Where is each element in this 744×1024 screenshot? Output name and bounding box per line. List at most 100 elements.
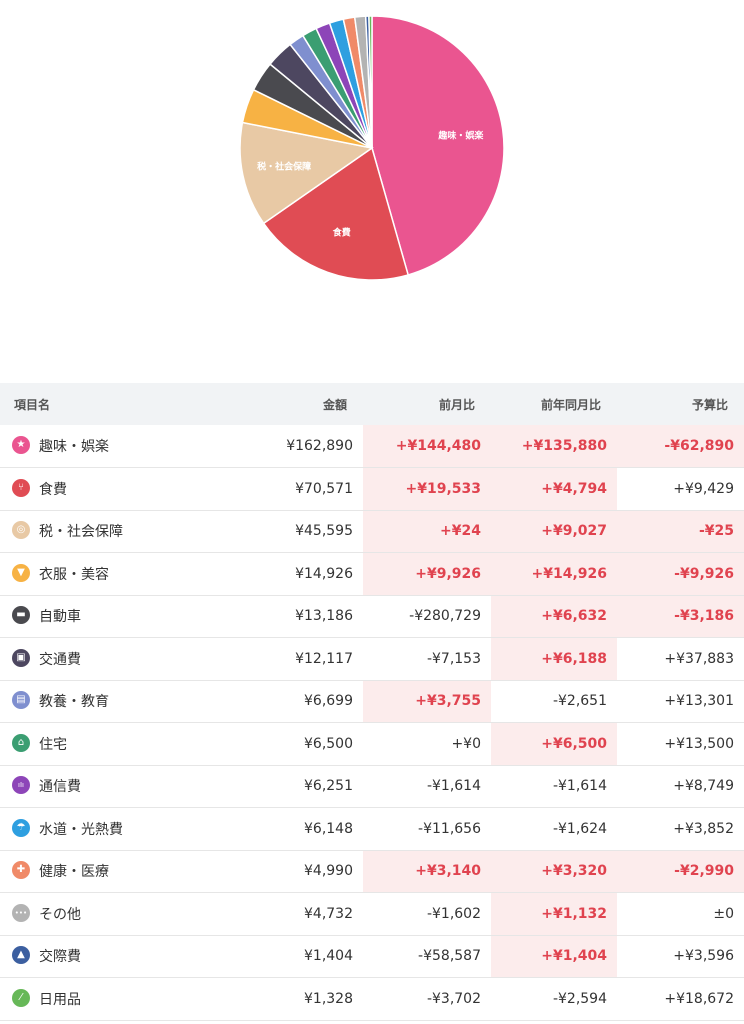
category-cell[interactable]: ★ 趣味・娯楽: [0, 425, 242, 468]
table-row[interactable]: ▬ 自動車 ¥13,186 -¥280,729 +¥6,632 -¥3,186: [0, 595, 744, 638]
budget-cell: +¥18,672: [617, 977, 744, 1021]
coins-icon: ◎: [12, 521, 30, 540]
category-cell[interactable]: ••• その他: [0, 892, 242, 936]
budget-cell: +¥13,301: [617, 680, 744, 723]
category-name: 健康・医療: [39, 864, 109, 881]
prev-year-cell: -¥2,651: [491, 680, 617, 723]
header-prev-month[interactable]: 前月比: [363, 383, 491, 425]
header-budget[interactable]: 予算比: [617, 383, 744, 425]
category-cell[interactable]: ▬ 自動車: [0, 595, 242, 638]
category-name: 交際費: [39, 949, 81, 966]
fork-knife-icon: ⑂: [12, 478, 30, 497]
pie-slice[interactable]: [239, 121, 374, 225]
amount-cell: ¥13,186: [242, 595, 363, 638]
table-header: 項目名 金額 前月比 前年同月比 予算比: [0, 383, 744, 425]
prev-year-cell: +¥1,132: [491, 892, 617, 936]
category-cell[interactable]: ▼ 衣服・美容: [0, 552, 242, 596]
pie-slice[interactable]: [371, 15, 505, 276]
category-cell[interactable]: ⁄ 日用品: [0, 977, 242, 1021]
amount-cell: ¥162,890: [242, 425, 363, 468]
budget-cell: +¥8,749: [617, 765, 744, 808]
prev-month-cell: +¥144,480: [363, 425, 491, 468]
prev-year-cell: +¥6,188: [491, 637, 617, 681]
category-cell[interactable]: ◎ 税・社会保障: [0, 510, 242, 553]
table-row[interactable]: ▼ 衣服・美容 ¥14,926 +¥9,926 +¥14,926 -¥9,926: [0, 552, 744, 596]
table-row[interactable]: ⌂ 住宅 ¥6,500 +¥0 +¥6,500 +¥13,500: [0, 722, 744, 766]
header-amount[interactable]: 金額: [242, 383, 363, 425]
prev-year-cell: +¥3,320: [491, 850, 617, 893]
category-cell[interactable]: ☂ 水道・光熱費: [0, 807, 242, 851]
header-name[interactable]: 項目名: [0, 383, 242, 425]
budget-cell: +¥37,883: [617, 637, 744, 681]
cake-icon: ▲: [12, 946, 30, 965]
category-cell[interactable]: ▲ 交際費: [0, 935, 242, 978]
plus-icon: ✚: [12, 861, 30, 880]
amount-cell: ¥1,328: [242, 977, 363, 1021]
table-row[interactable]: ✚ 健康・医療 ¥4,990 +¥3,140 +¥3,320 -¥2,990: [0, 850, 744, 893]
table-row[interactable]: ⁄ 日用品 ¥1,328 -¥3,702 -¥2,594 +¥18,672: [0, 977, 744, 1021]
budget-cell: ±0: [617, 892, 744, 936]
amount-cell: ¥45,595: [242, 510, 363, 553]
category-name: 水道・光熱費: [39, 821, 123, 838]
shirt-icon: ▼: [12, 563, 30, 582]
pie-slice[interactable]: [368, 15, 373, 149]
category-cell[interactable]: ▣ 交通費: [0, 637, 242, 681]
prev-year-cell: +¥135,880: [491, 425, 617, 468]
prev-year-cell: +¥9,027: [491, 510, 617, 553]
category-cell[interactable]: ıIı 通信費: [0, 765, 242, 808]
prev-month-cell: +¥3,755: [363, 680, 491, 723]
table-row[interactable]: ☂ 水道・光熱費 ¥6,148 -¥11,656 -¥1,624 +¥3,852: [0, 807, 744, 851]
category-name: 日用品: [39, 991, 81, 1008]
prev-year-cell: +¥6,632: [491, 595, 617, 638]
faucet-icon: ☂: [12, 818, 30, 837]
category-cell[interactable]: ▤ 教養・教育: [0, 680, 242, 723]
budget-cell: +¥3,852: [617, 807, 744, 851]
prev-month-cell: -¥1,614: [363, 765, 491, 808]
category-name: 自動車: [39, 609, 81, 626]
category-name: 食費: [39, 481, 67, 498]
car-icon: ▬: [12, 606, 30, 625]
prev-year-cell: -¥2,594: [491, 977, 617, 1021]
pie-slice[interactable]: [262, 146, 410, 281]
prev-year-cell: +¥14,926: [491, 552, 617, 596]
amount-cell: ¥6,148: [242, 807, 363, 851]
prev-month-cell: -¥1,602: [363, 892, 491, 936]
table-body: ★ 趣味・娯楽 ¥162,890 +¥144,480 +¥135,880 -¥62,890…: [0, 425, 744, 1021]
category-cell[interactable]: ⌂ 住宅: [0, 722, 242, 766]
pie-slice-label: 食費: [332, 227, 351, 239]
expense-pie-chart-area: 趣味・娯楽 食費 税・社会保障: [0, 0, 744, 300]
expense-table: 項目名 金額 前月比 前年同月比 予算比 ★ 趣味・娯楽 ¥162,890 +¥144…: [0, 383, 744, 1021]
prev-year-cell: -¥1,614: [491, 765, 617, 808]
prev-month-cell: +¥24: [363, 510, 491, 553]
prev-month-cell: -¥7,153: [363, 637, 491, 681]
prev-month-cell: -¥280,729: [363, 595, 491, 638]
table-row[interactable]: ▲ 交際費 ¥1,404 -¥58,587 +¥1,404 +¥3,596: [0, 935, 744, 978]
table-row[interactable]: ıIı 通信費 ¥6,251 -¥1,614 -¥1,614 +¥8,749: [0, 765, 744, 808]
category-name: 教養・教育: [39, 694, 109, 711]
budget-cell: -¥25: [617, 510, 744, 553]
category-cell[interactable]: ⑂ 食費: [0, 467, 242, 511]
table-row[interactable]: ★ 趣味・娯楽 ¥162,890 +¥144,480 +¥135,880 -¥62,890: [0, 425, 744, 468]
table-row[interactable]: ▤ 教養・教育 ¥6,699 +¥3,755 -¥2,651 +¥13,301: [0, 680, 744, 723]
amount-cell: ¥12,117: [242, 637, 363, 681]
table-row[interactable]: ••• その他 ¥4,732 -¥1,602 +¥1,132 ±0: [0, 892, 744, 936]
category-name: その他: [39, 906, 81, 923]
prev-month-cell: +¥0: [363, 722, 491, 766]
train-icon: ▣: [12, 648, 30, 667]
amount-cell: ¥6,251: [242, 765, 363, 808]
header-prev-year[interactable]: 前年同月比: [491, 383, 617, 425]
table-row[interactable]: ◎ 税・社会保障 ¥45,595 +¥24 +¥9,027 -¥25: [0, 510, 744, 553]
star-icon: ★: [12, 436, 30, 454]
prev-month-cell: +¥3,140: [363, 850, 491, 893]
budget-cell: -¥2,990: [617, 850, 744, 893]
table-row[interactable]: ▣ 交通費 ¥12,117 -¥7,153 +¥6,188 +¥37,883: [0, 637, 744, 681]
prev-year-cell: +¥1,404: [491, 935, 617, 978]
amount-cell: ¥4,732: [242, 892, 363, 936]
prev-month-cell: +¥19,533: [363, 467, 491, 511]
prev-month-cell: -¥58,587: [363, 935, 491, 978]
prev-month-cell: -¥11,656: [363, 807, 491, 851]
pill-icon: ⁄: [12, 988, 30, 1007]
table-row[interactable]: ⑂ 食費 ¥70,571 +¥19,533 +¥4,794 +¥9,429: [0, 467, 744, 511]
prev-year-cell: +¥4,794: [491, 467, 617, 511]
category-cell[interactable]: ✚ 健康・医療: [0, 850, 242, 893]
